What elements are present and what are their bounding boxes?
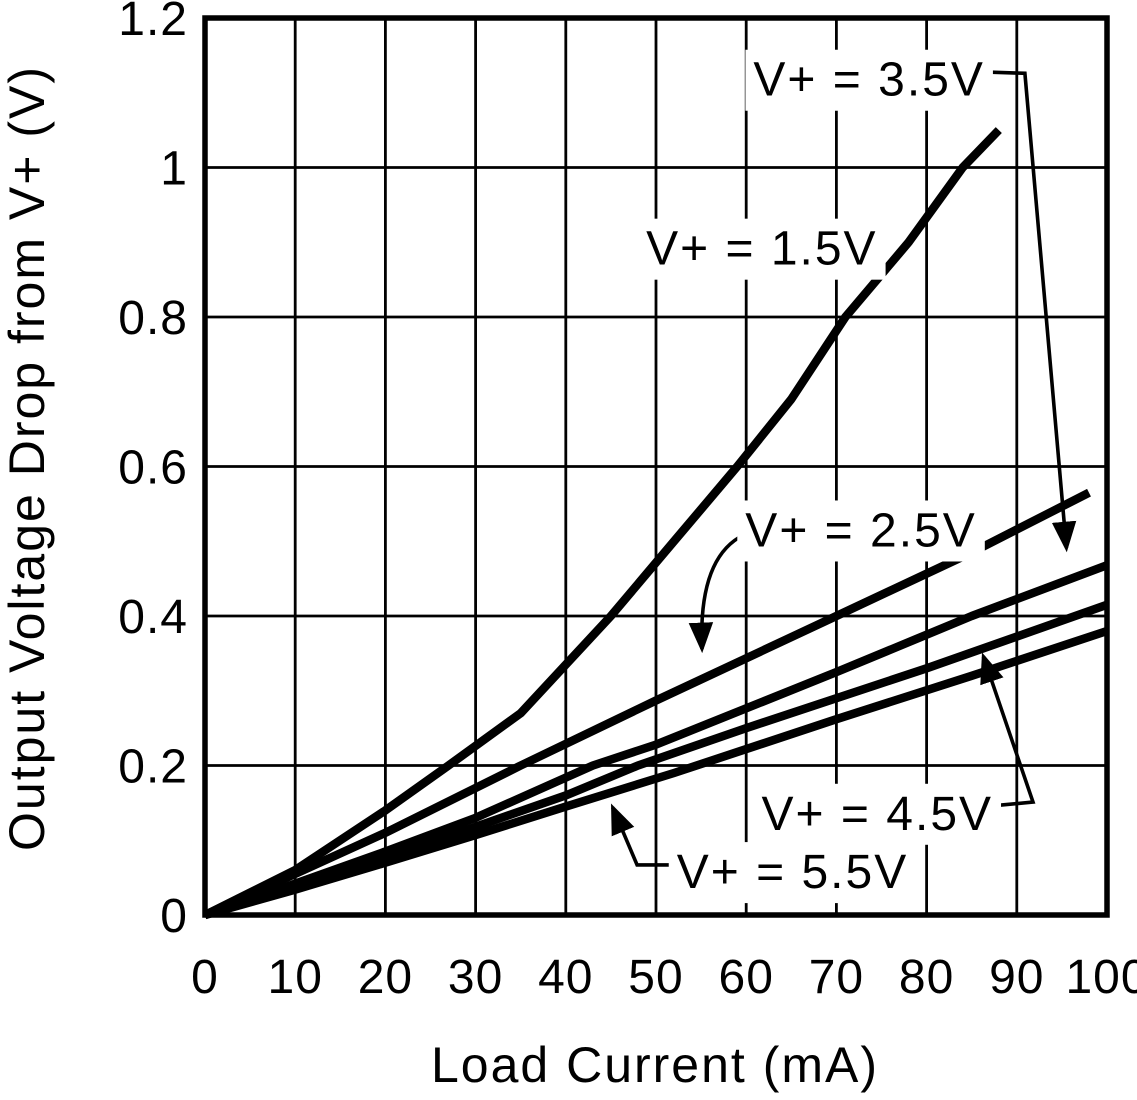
x-axis-title: Load Current (mA) <box>431 1037 879 1093</box>
series-line-1.5 <box>203 127 1002 919</box>
y-axis-title: Output Voltage Drop from V+ (V) <box>0 65 55 851</box>
series-callout-arrow <box>688 535 740 654</box>
plot-frame <box>202 15 1110 918</box>
y-tick-label: 1.2 <box>118 0 188 46</box>
y-tick-label: 0.8 <box>118 292 188 345</box>
y-tick-label: 1 <box>160 143 188 196</box>
series-label-background <box>638 218 886 280</box>
series-label-background <box>753 783 1002 845</box>
series-callout-arrow <box>979 70 1077 553</box>
series-label: V+ = 5.5V <box>677 846 909 899</box>
x-tick-label: 50 <box>628 951 683 1004</box>
x-tick-label: 100 <box>1065 951 1137 1004</box>
series-label: V+ = 3.5V <box>753 54 985 107</box>
x-tick-label: 0 <box>191 951 219 1004</box>
series-label: V+ = 2.5V <box>745 504 977 557</box>
series-line-5.5 <box>203 626 1109 920</box>
x-tick-label: 60 <box>719 951 774 1004</box>
x-tick-label: 30 <box>448 951 503 1004</box>
series-callout-arrow <box>611 803 673 867</box>
series-label-background <box>668 842 917 904</box>
y-tick-label: 0 <box>160 890 188 943</box>
series-label-background <box>737 500 985 562</box>
y-tick-label: 0.6 <box>118 442 188 495</box>
series-callout-arrow <box>980 652 1036 808</box>
series-label-background <box>745 49 993 111</box>
x-tick-label: 20 <box>358 951 413 1004</box>
x-tick-label: 40 <box>538 951 593 1004</box>
x-tick-label: 10 <box>268 951 323 1004</box>
series-label: V+ = 1.5V <box>646 223 878 276</box>
y-tick-label: 0.4 <box>118 591 188 644</box>
y-tick-label: 0.2 <box>118 741 188 794</box>
series-label: V+ = 4.5V <box>762 788 994 841</box>
x-tick-label: 70 <box>809 951 864 1004</box>
x-tick-label: 80 <box>899 951 954 1004</box>
x-tick-label: 90 <box>989 951 1044 1004</box>
series-line-2.5 <box>203 488 1091 919</box>
